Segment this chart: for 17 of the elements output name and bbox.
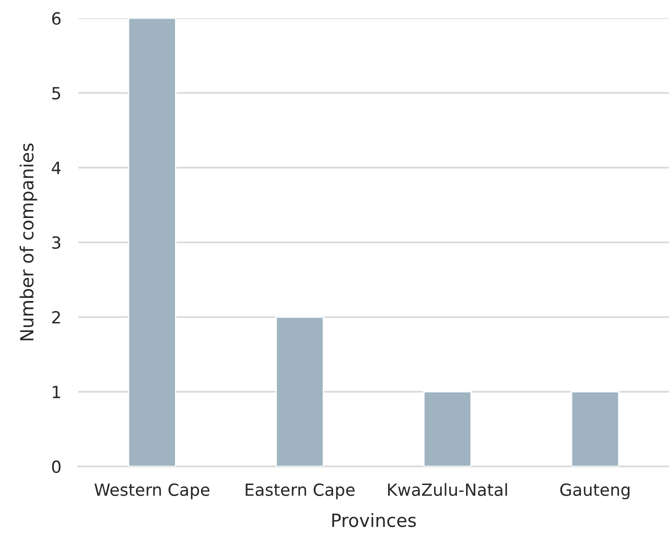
y-tick-label: 4 (52, 162, 61, 174)
bar (570, 391, 620, 466)
y-tick-label: 2 (52, 310, 60, 324)
y-tick-label: 3 (52, 236, 60, 249)
x-tick-label: KwaZulu-Natal (388, 483, 507, 496)
y-tick-label: 1 (52, 386, 60, 398)
y-tick-label: 5 (52, 87, 60, 100)
bar (128, 18, 176, 466)
y-tick-label: 0 (52, 460, 60, 474)
x-tick-label: Western Cape (94, 483, 210, 500)
x-tick-label: Eastern Cape (246, 483, 355, 500)
bar (423, 391, 472, 466)
bar (275, 316, 324, 466)
x-tick-label: Gauteng (560, 483, 630, 500)
x-axis-title: Provinces (332, 513, 416, 528)
y-tick-label: 6 (52, 12, 61, 25)
y-axis-title: Number of companies (20, 143, 38, 340)
